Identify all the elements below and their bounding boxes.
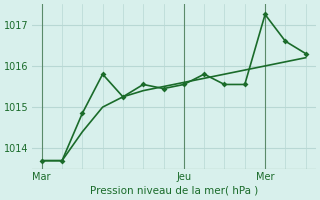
- X-axis label: Pression niveau de la mer( hPa ): Pression niveau de la mer( hPa ): [90, 186, 258, 196]
